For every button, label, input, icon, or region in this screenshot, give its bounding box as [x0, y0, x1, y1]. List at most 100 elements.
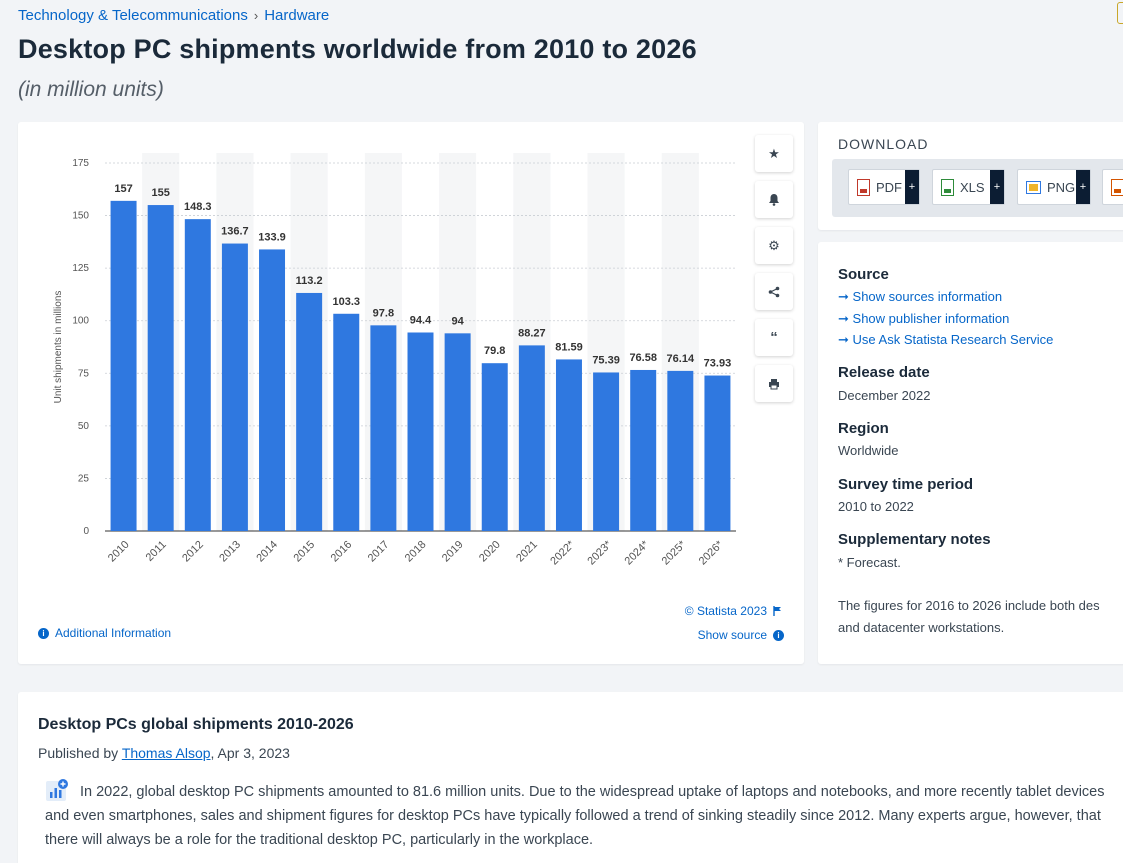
notification-button[interactable] [755, 181, 793, 218]
x-category-label: 2024* [623, 538, 652, 567]
download-xls-label: XLS [960, 179, 985, 195]
author-link[interactable]: Thomas Alsop [121, 745, 211, 761]
header-toggle-box[interactable] [1117, 2, 1123, 24]
page-title: Desktop PC shipments worldwide from 2010… [18, 34, 697, 64]
additional-information-link[interactable]: i Additional Information [38, 626, 171, 640]
share-button[interactable] [755, 273, 793, 310]
bar-value-label: 157 [114, 183, 132, 195]
source-heading: Source [838, 266, 889, 283]
x-category-label: 2022* [548, 538, 577, 567]
statista-copyright[interactable]: © Statista 2023 [685, 604, 782, 618]
x-category-label: 2026* [697, 538, 726, 567]
y-tick-label: 75 [78, 368, 90, 379]
show-sources-text: Show sources information [852, 289, 1003, 304]
bar-2010 [110, 200, 137, 531]
bar-value-label: 97.8 [373, 307, 394, 319]
bar-2020 [481, 363, 508, 531]
bar-value-label: 94 [451, 315, 464, 327]
bar-2016 [333, 313, 360, 531]
y-tick-label: 150 [72, 211, 89, 222]
x-category-label: 2012 [180, 539, 206, 565]
breadcrumb-subcategory[interactable]: Hardware [264, 7, 330, 24]
bar-2026-forecast [704, 375, 731, 531]
bar-value-label: 81.59 [555, 341, 583, 353]
arrow-right-icon: ➞ [838, 332, 849, 347]
published-by-label: Published by [38, 745, 119, 761]
favorite-button[interactable]: ★ [755, 135, 793, 172]
arrow-right-icon: ➞ [838, 289, 849, 304]
statistic-details-card: Source ➞ Show sources information ➞ Show… [818, 242, 1123, 664]
print-icon [769, 378, 779, 389]
region-heading: Region [838, 420, 889, 437]
bar-value-label: 136.7 [221, 226, 249, 238]
download-pdf-label: PDF [876, 179, 902, 195]
download-png-button[interactable]: PNG + [1017, 169, 1091, 205]
download-xls-button[interactable]: XLS + [932, 169, 1005, 205]
x-category-label: 2014 [254, 539, 280, 565]
y-tick-label: 175 [72, 158, 89, 169]
bar-2023-forecast [593, 372, 620, 531]
show-publisher-link[interactable]: ➞ Show publisher information [838, 311, 1009, 327]
description-body: In 2022, global desktop PC shipments amo… [45, 784, 1105, 848]
x-category-label: 2023* [585, 538, 614, 567]
x-category-label: 2013 [217, 539, 243, 565]
bar-value-label: 75.39 [592, 354, 620, 366]
publish-date: , Apr 3, 2023 [210, 745, 290, 761]
download-card: DOWNLOAD PDF + XLS + PNG + [818, 122, 1123, 230]
bar-value-label: 76.58 [629, 352, 657, 364]
x-category-label: 2019 [440, 539, 466, 565]
show-source-link[interactable]: Show source i [698, 628, 784, 642]
description-card: Desktop PCs global shipments 2010-2026 P… [18, 692, 1123, 863]
bar-2011 [147, 205, 174, 532]
cite-button[interactable]: “ [755, 319, 793, 356]
print-button[interactable] [755, 365, 793, 402]
download-png-label: PNG [1047, 179, 1076, 195]
bar-value-label: 73.93 [704, 358, 732, 370]
pdf-file-icon [857, 178, 870, 196]
bar-value-label: 113.2 [296, 275, 323, 287]
x-category-label: 2016 [329, 539, 355, 565]
supplementary-notes-heading: Supplementary notes [838, 531, 991, 548]
quote-icon: “ [770, 329, 778, 346]
show-publisher-text: Show publisher information [852, 311, 1010, 326]
bell-icon [769, 194, 779, 206]
bar-value-label: 103.3 [332, 296, 360, 308]
bar-value-label: 133.9 [258, 231, 286, 243]
bar-2014 [259, 249, 286, 531]
bar-2015 [296, 292, 323, 531]
region-value: Worldwide [838, 443, 899, 458]
download-buttons: PDF + XLS + PNG + [832, 159, 1123, 217]
bar-value-label: 76.14 [667, 353, 695, 365]
arrow-right-icon: ➞ [838, 311, 849, 326]
download-title: DOWNLOAD [838, 136, 929, 152]
download-xls-plus: + [990, 170, 1004, 204]
info-icon: i [38, 627, 49, 639]
additional-information-text: Additional Information [55, 626, 172, 640]
notes-text-line-1: The figures for 2016 to 2026 include bot… [838, 598, 1100, 613]
xls-file-icon [941, 178, 954, 196]
ppt-file-icon [1111, 178, 1123, 196]
bar-2024-forecast [630, 369, 657, 531]
flag-icon [773, 606, 781, 616]
publication-info: Published by Thomas Alsop, Apr 3, 2023 [38, 745, 290, 761]
page-subtitle: (in million units) [18, 78, 164, 101]
copyright-text: © Statista 2023 [684, 604, 767, 618]
breadcrumb: Technology & Telecommunications › Hardwa… [18, 7, 329, 24]
survey-period-heading: Survey time period [838, 476, 974, 493]
y-tick-label: 25 [78, 473, 90, 484]
download-more-button[interactable] [1102, 169, 1123, 205]
bar-2013 [221, 243, 248, 531]
y-tick-label: 125 [72, 263, 89, 274]
chart-toolbar: ★ ⚙ “ [755, 135, 793, 402]
breadcrumb-category[interactable]: Technology & Telecommunications [18, 7, 248, 24]
download-pdf-button[interactable]: PDF + [848, 169, 920, 205]
settings-button[interactable]: ⚙ [755, 227, 793, 264]
bar-2012 [184, 219, 211, 531]
y-tick-label: 100 [72, 316, 89, 327]
star-icon: ★ [768, 145, 780, 161]
bar-value-label: 79.8 [484, 345, 505, 357]
show-sources-link[interactable]: ➞ Show sources information [838, 289, 1002, 305]
ask-statista-link[interactable]: ➞ Use Ask Statista Research Service [838, 332, 1053, 348]
info-icon: i [773, 629, 784, 641]
x-category-label: 2021 [514, 539, 540, 565]
